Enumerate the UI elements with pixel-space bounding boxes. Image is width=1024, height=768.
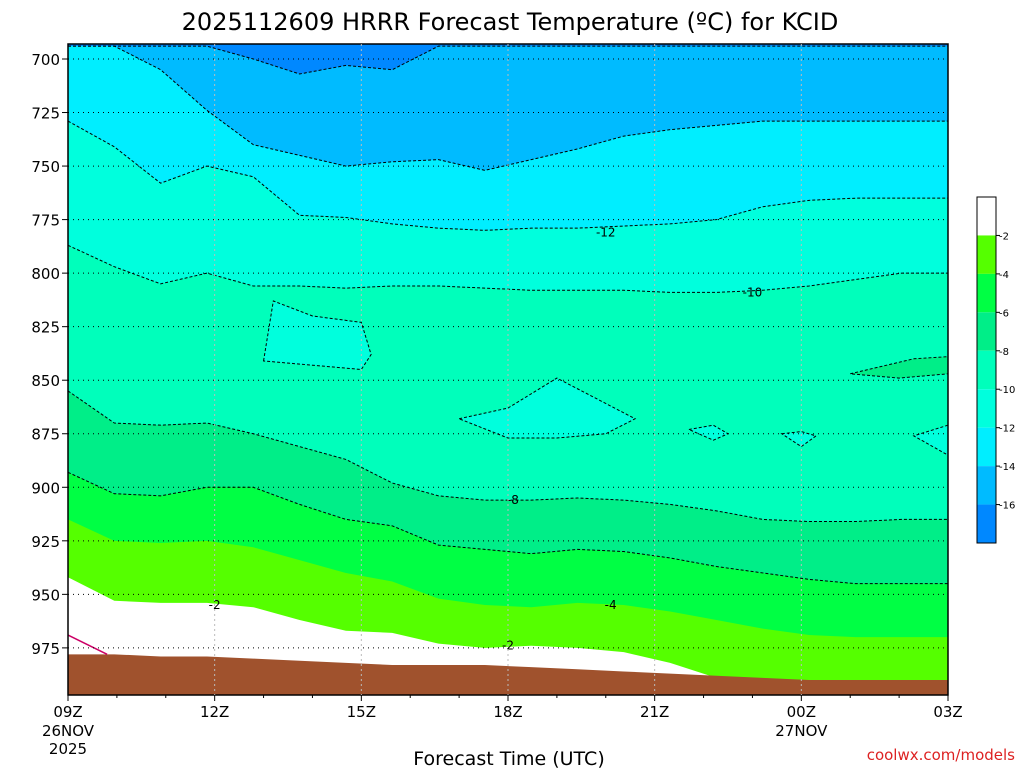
y-tick-label-825: 825	[31, 319, 60, 337]
y-tick-label-750: 750	[31, 158, 60, 176]
colorbar-tick-label-3: -8	[999, 347, 1009, 358]
contour-label-3: -4	[605, 598, 617, 612]
colorbar-frame	[976, 196, 997, 544]
colorbar-swatch-2	[977, 273, 996, 313]
plot-area: -12-10-8-4-2-2	[67, 43, 949, 696]
x-tick-label-15Z: 15Z	[347, 703, 376, 721]
contour-island-5	[850, 356, 949, 379]
y-tick-label-775: 775	[31, 212, 60, 230]
y-tick-label-875: 875	[31, 426, 60, 444]
contour-line-14	[68, 45, 948, 75]
y-tick-label-950: 950	[31, 586, 60, 604]
colorbar-tick-label-1: -4	[999, 270, 1009, 281]
x-axis-label: Forecast Time (UTC)	[413, 748, 604, 768]
contour-label-1: -10	[743, 285, 763, 299]
colorbar-swatch-0	[977, 197, 996, 236]
x-tick-date-09Z: 26NOV	[42, 722, 95, 740]
contour-island-1	[457, 377, 637, 439]
colorbar-tick-label-6: -14	[999, 462, 1015, 473]
freezing-line	[67, 634, 108, 655]
y-tick-label-925: 925	[31, 533, 60, 551]
y-tick-label-725: 725	[31, 105, 60, 123]
y-axis: 700 725 750 775 800 825 850 875 900 925 950 975	[31, 51, 68, 658]
colorbar-swatch-4	[977, 350, 996, 390]
colorbar-swatch-8	[977, 504, 996, 543]
colorbar-swatch-1	[977, 235, 996, 274]
colorbar-swatch-6	[977, 427, 996, 467]
x-tick-date-00Z: 27NOV	[775, 722, 828, 740]
y-tick-label-850: 850	[31, 372, 60, 390]
contour-island-3	[780, 431, 818, 448]
y-tick-label-800: 800	[31, 265, 60, 283]
x-tick-year-09Z: 2025	[49, 740, 87, 758]
colorbar-tick-label-5: -12	[999, 424, 1015, 435]
colorbar-tick-label-7: -16	[999, 501, 1015, 512]
contour-label-0: -12	[596, 225, 616, 239]
colorbar-swatch-5	[977, 389, 996, 428]
contour-island-0	[262, 300, 372, 371]
contour-line-4	[67, 471, 948, 585]
grid-lines	[68, 44, 948, 695]
chart-title: 2025112609 HRRR Forecast Temperature (ºC…	[182, 8, 839, 36]
colorbar-tick-label-4: -10	[999, 385, 1015, 396]
x-tick-label-00Z: 00Z	[787, 703, 816, 721]
credit-text: coolwx.com/models	[867, 746, 1015, 764]
colorbar-tick-label-2: -6	[999, 308, 1009, 319]
x-tick-label-21Z: 21Z	[640, 703, 669, 721]
x-tick-label-03Z: 03Z	[933, 703, 962, 721]
y-tick-label-975: 975	[31, 640, 60, 658]
colorbar-swatch-3	[977, 312, 996, 351]
x-tick-label-12Z: 12Z	[200, 703, 229, 721]
contour-label-2: -8	[507, 493, 519, 507]
colorbar-tick-label-0: -2	[999, 231, 1009, 242]
y-tick-label-900: 900	[31, 479, 60, 497]
colorbar-swatch-7	[977, 466, 996, 505]
x-tick-label-18Z: 18Z	[493, 703, 522, 721]
y-tick-label-700: 700	[31, 51, 60, 69]
colorbar-legend: -2 -4 -6 -8 -10 -12 -14 -16	[976, 196, 1015, 544]
x-tick-label-09Z: 09Z	[53, 703, 82, 721]
